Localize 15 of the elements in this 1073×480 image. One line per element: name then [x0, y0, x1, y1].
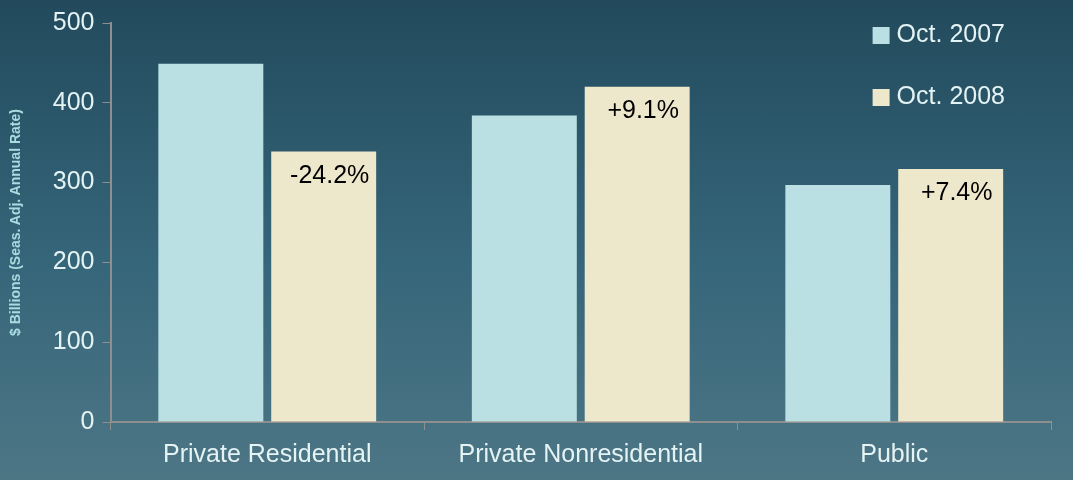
- y-tick-label: 400: [52, 86, 95, 115]
- legend-label: Oct. 2007: [896, 18, 1006, 47]
- y-axis-title: $ Billions (Seas. Adj. Annual Rate): [7, 109, 24, 336]
- y-tick-label: 0: [80, 405, 95, 434]
- x-tick-label: Public: [860, 438, 929, 467]
- x-tick-label: Private Nonresidential: [458, 438, 704, 467]
- annotation: -24.2%: [290, 159, 370, 188]
- annotation: +7.4%: [920, 177, 993, 206]
- annotation: +9.1%: [607, 95, 679, 124]
- y-tick-label: 100: [52, 326, 95, 355]
- y-tick-label: 500: [52, 6, 95, 35]
- legend-label: Oct. 2008: [896, 80, 1006, 109]
- y-tick-label: 200: [52, 246, 95, 275]
- y-tick-label: 300: [52, 166, 95, 195]
- x-tick-label: Private Residential: [163, 438, 372, 467]
